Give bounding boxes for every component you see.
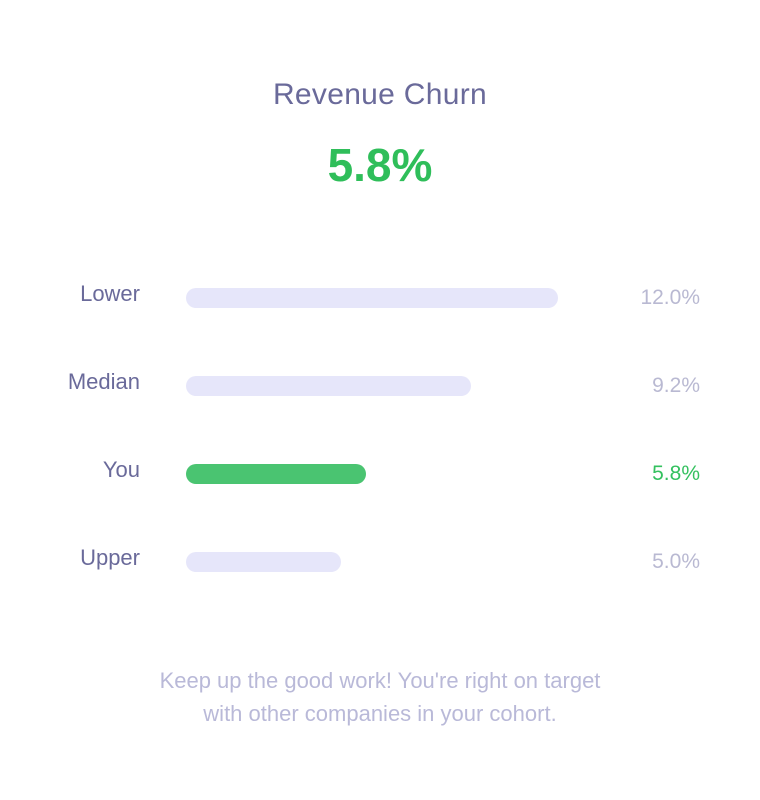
bar-upper — [186, 552, 341, 572]
row-value-upper: 5.0% — [652, 550, 700, 573]
row-label-you: You — [102, 457, 140, 482]
row-label-median: Median — [67, 369, 140, 394]
row-value-median: 9.2% — [652, 374, 700, 397]
footer-message: Keep up the good work! You're right on t… — [0, 664, 760, 730]
row-label-upper: Upper — [80, 545, 140, 570]
footer-line-1: Keep up the good work! You're right on t… — [159, 668, 601, 693]
metric-title: Revenue Churn — [272, 78, 488, 111]
metric-value: 5.8% — [327, 139, 433, 191]
footer-line-2: with other companies in your cohort. — [203, 701, 557, 726]
bar-you — [186, 464, 366, 484]
row-value-lower: 12.0% — [640, 286, 700, 309]
row-label-lower: Lower — [80, 281, 140, 306]
row-value-you: 5.8% — [652, 462, 700, 485]
bar-median — [186, 376, 471, 396]
bar-lower — [186, 288, 558, 308]
